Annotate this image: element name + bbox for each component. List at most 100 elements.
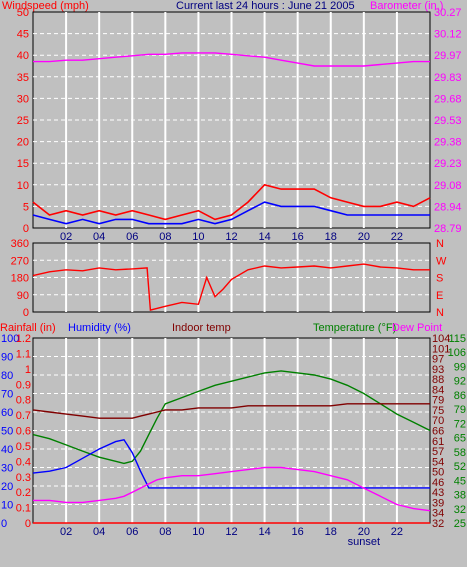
temperature-tick-label: 106 bbox=[448, 347, 466, 359]
barometer-tick-label: 28.94 bbox=[434, 201, 462, 213]
humidity-tick-label: 20 bbox=[1, 481, 13, 493]
direction-degree-tick-label: 360 bbox=[11, 238, 29, 250]
dewpoint-tick-label: 104 bbox=[432, 333, 450, 345]
temperature-panel-x-tick-label: 04 bbox=[93, 526, 105, 538]
dewpoint-tick-label: 79 bbox=[432, 395, 444, 407]
temperature-panel-x-tick-label: 18 bbox=[325, 526, 337, 538]
temperature-tick-label: 58 bbox=[454, 447, 466, 459]
windspeed-mph-line bbox=[32, 183, 431, 221]
temperature-tick-label: 79 bbox=[454, 404, 466, 416]
dewpoint-tick-label: 75 bbox=[432, 405, 444, 417]
temperature-tick-label: 38 bbox=[454, 490, 466, 502]
barometer-tick-label: 30.27 bbox=[434, 7, 462, 19]
dewpoint-tick-label: 34 bbox=[432, 508, 444, 520]
temperature-tick-label: 65 bbox=[454, 433, 466, 445]
temperature-tick-label: 115 bbox=[448, 333, 466, 345]
temperature-label: Temperature (°F) bbox=[313, 322, 396, 334]
humidity-tick-label: 60 bbox=[1, 407, 13, 419]
wind-panel-x-tick-label: 10 bbox=[192, 231, 204, 243]
temperature-tick-label: 99 bbox=[454, 361, 466, 373]
rainfall-tick-label: 0.6 bbox=[16, 426, 31, 438]
humidity-tick-label: 70 bbox=[1, 389, 13, 401]
wind-gust-line bbox=[32, 201, 430, 225]
rainfall-tick-label: 0.9 bbox=[16, 379, 31, 391]
humidity-tick-label: 30 bbox=[1, 463, 13, 475]
temperature-panel-x-tick-label: 12 bbox=[225, 526, 237, 538]
windspeed-tick-label: 35 bbox=[17, 72, 29, 84]
humidity-tick-label: 40 bbox=[1, 444, 13, 456]
temperature-panel-sunset-label: sunset bbox=[348, 536, 380, 548]
wind-panel-x-tick-label: 16 bbox=[292, 231, 304, 243]
dewpoint-tick-label: 57 bbox=[432, 446, 444, 458]
dewpoint-tick-label: 61 bbox=[432, 436, 444, 448]
windspeed-title: Windspeed (mph) bbox=[2, 0, 89, 12]
temperature-panel-x-tick-label: 06 bbox=[126, 526, 138, 538]
windspeed-tick-label: 50 bbox=[17, 7, 29, 19]
dewpoint-tick-label: 50 bbox=[432, 467, 444, 479]
temperature-tick-label: 92 bbox=[454, 376, 466, 388]
windspeed-tick-label: 40 bbox=[17, 50, 29, 62]
dew-point-line bbox=[33, 466, 431, 512]
barometer-tick-label: 29.53 bbox=[434, 115, 462, 127]
dewpoint-tick-label: 101 bbox=[432, 343, 450, 355]
wind-panel-x-tick-label: 02 bbox=[60, 231, 72, 243]
wind-panel-x-tick-label: 12 bbox=[225, 231, 237, 243]
barometer-tick-label: 28.79 bbox=[434, 223, 462, 235]
dewpoint-label: Dew Point bbox=[392, 322, 442, 334]
humidity-tick-label: 0 bbox=[1, 518, 7, 530]
barometer-title: Barometer (in.) bbox=[370, 0, 443, 12]
temperature-tick-label: 25 bbox=[454, 518, 466, 530]
indoor-temp-label: Indoor temp bbox=[172, 322, 231, 334]
dewpoint-tick-label: 84 bbox=[432, 384, 444, 396]
dewpoint-tick-label: 97 bbox=[432, 354, 444, 366]
humidity-tick-label: 50 bbox=[1, 426, 13, 438]
dewpoint-tick-label: 39 bbox=[432, 497, 444, 509]
barometer-tick-label: 29.97 bbox=[434, 50, 462, 62]
dewpoint-tick-label: 54 bbox=[432, 456, 444, 468]
windspeed-tick-label: 20 bbox=[17, 137, 29, 149]
rainfall-tick-label: 0.8 bbox=[16, 395, 31, 407]
barometer-tick-label: 29.83 bbox=[434, 72, 462, 84]
direction-compass-tick-label: W bbox=[436, 255, 447, 267]
wind-panel-x-tick-label: 04 bbox=[93, 231, 105, 243]
temperature-f-line bbox=[32, 370, 431, 465]
rainfall-tick-label: 0.4 bbox=[16, 456, 31, 468]
temperature-panel-x-tick-label: 20 bbox=[358, 526, 370, 538]
barometer-tick-label: 29.08 bbox=[434, 180, 462, 192]
windspeed-tick-label: 5 bbox=[23, 201, 29, 213]
direction-degree-tick-label: 180 bbox=[11, 273, 29, 285]
windspeed-tick-label: 10 bbox=[17, 180, 29, 192]
dewpoint-tick-label: 32 bbox=[432, 518, 444, 530]
dewpoint-tick-label: 88 bbox=[432, 374, 444, 386]
windspeed-tick-label: 45 bbox=[17, 29, 29, 41]
wind-panel-x-tick-label: 20 bbox=[358, 231, 370, 243]
rainfall-tick-label: 1.2 bbox=[16, 333, 31, 345]
temperature-panel-x-tick-label: 22 bbox=[391, 526, 403, 538]
wind-direction-line bbox=[32, 263, 430, 311]
barometer-tick-label: 29.68 bbox=[434, 93, 462, 105]
windspeed-tick-label: 0 bbox=[23, 223, 29, 235]
dewpoint-tick-label: 43 bbox=[432, 487, 444, 499]
direction-compass-tick-label: S bbox=[436, 273, 443, 285]
direction-compass-tick-label: E bbox=[436, 290, 443, 302]
windspeed-tick-label: 30 bbox=[17, 93, 29, 105]
temperature-panel-x-tick-label: 14 bbox=[258, 526, 270, 538]
direction-compass-tick-label: N bbox=[436, 307, 444, 319]
temperature-tick-label: 52 bbox=[454, 461, 466, 473]
wind-panel-x-tick-label: 18 bbox=[325, 231, 337, 243]
rainfall-tick-label: 0.5 bbox=[16, 441, 31, 453]
dewpoint-tick-label: 93 bbox=[432, 364, 444, 376]
temperature-panel-x-tick-label: 02 bbox=[60, 526, 72, 538]
dewpoint-tick-label: 70 bbox=[432, 415, 444, 427]
rainfall-tick-label: 0.1 bbox=[16, 503, 31, 515]
barometer-tick-label: 30.12 bbox=[434, 29, 462, 41]
direction-degree-tick-label: 270 bbox=[11, 255, 29, 267]
temperature-panel-x-tick-label: 10 bbox=[192, 526, 204, 538]
temperature-panel-x-tick-label: 16 bbox=[292, 526, 304, 538]
temperature-tick-label: 45 bbox=[454, 475, 466, 487]
indoor-temp-line bbox=[32, 403, 430, 419]
windspeed-tick-label: 15 bbox=[17, 158, 29, 170]
humidity-label: Humidity (%) bbox=[68, 322, 131, 334]
